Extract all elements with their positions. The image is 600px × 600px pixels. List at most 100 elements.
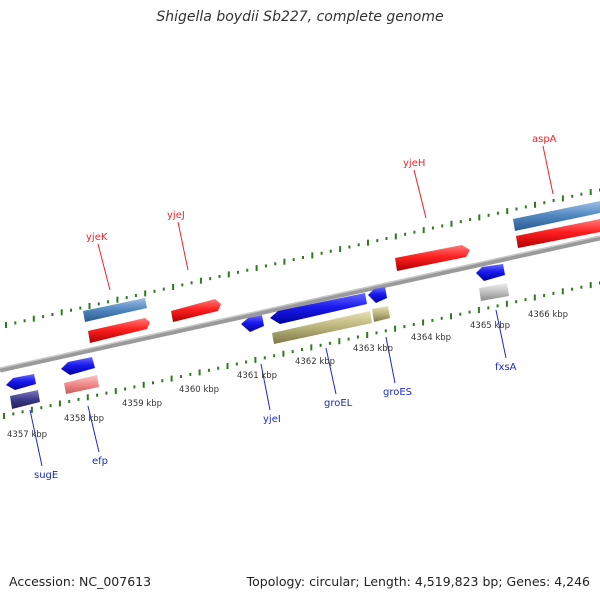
major-tick-mark xyxy=(506,208,509,215)
efp-gene-feature xyxy=(64,375,99,394)
minor-tick-mark xyxy=(329,249,332,253)
major-tick-mark xyxy=(226,363,229,370)
minor-tick-mark xyxy=(403,325,406,329)
lower-tick-track xyxy=(3,281,600,419)
minor-tick-mark xyxy=(77,397,80,401)
minor-tick-mark xyxy=(292,258,295,262)
minor-tick-mark xyxy=(571,287,574,291)
gene-label-groEL: groEL xyxy=(324,398,353,409)
forward-features xyxy=(83,201,600,343)
minor-tick-mark xyxy=(217,366,220,370)
gene-label-yjeJ: yjeJ xyxy=(167,210,185,221)
minor-tick-mark xyxy=(385,237,388,240)
yjeI-leader xyxy=(260,363,271,411)
tick-label-4361: 4361 kbp xyxy=(237,371,277,381)
minor-tick-mark xyxy=(375,331,378,335)
minor-tick-mark xyxy=(134,294,137,297)
minor-tick-mark xyxy=(161,379,164,383)
groEL-cds-feature xyxy=(270,293,367,324)
minor-tick-mark xyxy=(245,360,248,364)
minor-tick-mark xyxy=(552,291,555,295)
tick-label-4357: 4357 kbp xyxy=(7,430,47,440)
major-tick-mark xyxy=(367,239,369,246)
major-tick-mark xyxy=(142,381,145,388)
major-tick-mark xyxy=(450,220,453,227)
gene-label-yjeI: yjeI xyxy=(263,414,281,425)
yjeK-leader xyxy=(97,243,111,291)
minor-tick-mark xyxy=(152,381,154,385)
aspA-gene-feature xyxy=(513,201,600,231)
major-tick-mark xyxy=(450,313,452,320)
major-tick-mark xyxy=(5,322,7,328)
major-tick-mark xyxy=(282,350,285,357)
major-tick-mark xyxy=(199,277,202,284)
minor-tick-mark xyxy=(274,262,277,266)
minor-tick-mark xyxy=(153,289,156,293)
major-tick-mark xyxy=(561,288,564,295)
minor-tick-mark xyxy=(468,310,471,314)
tick-label-4364: 4364 kbp xyxy=(411,333,451,343)
major-tick-mark xyxy=(144,290,147,297)
major-tick-mark xyxy=(311,252,314,259)
minor-tick-mark xyxy=(273,354,276,358)
minor-tick-mark xyxy=(189,372,192,376)
minor-tick-mark xyxy=(237,270,239,274)
major-tick-mark xyxy=(254,356,257,363)
gene-label-fxsA: fxsA xyxy=(495,362,517,373)
yjeH-leader xyxy=(413,169,427,219)
minor-tick-mark xyxy=(124,387,127,391)
gene-label-groES: groES xyxy=(383,387,412,398)
minor-tick-mark xyxy=(441,224,444,228)
minor-tick-mark xyxy=(179,375,182,378)
yjeI-cds-feature xyxy=(241,315,264,332)
map-title: Shigella boydii Sb227, complete genome xyxy=(156,9,444,25)
sugE-cds-feature xyxy=(6,374,36,390)
major-tick-mark xyxy=(30,406,33,413)
fxsA-cds-feature xyxy=(476,264,505,281)
minor-tick-mark xyxy=(97,302,100,306)
genome-backbone xyxy=(0,235,600,373)
minor-tick-mark xyxy=(376,239,379,243)
minor-tick-mark xyxy=(291,350,294,354)
minor-tick-mark xyxy=(181,283,184,287)
major-tick-mark xyxy=(338,338,341,345)
major-tick-mark xyxy=(3,413,5,419)
minor-tick-mark xyxy=(302,256,304,259)
genome-summary-text: Topology: circular; Length: 4,519,823 bp… xyxy=(246,574,590,589)
minor-tick-mark xyxy=(412,323,415,327)
major-tick-mark xyxy=(32,315,35,322)
tick-label-4362: 4362 kbp xyxy=(295,357,335,367)
minor-tick-mark xyxy=(264,264,267,268)
minor-tick-mark xyxy=(246,268,249,272)
major-tick-mark xyxy=(394,325,397,332)
fxsA-gene-feature xyxy=(479,283,509,301)
yjeJ-cds-feature xyxy=(171,299,221,322)
minor-tick-mark xyxy=(496,211,499,215)
major-tick-mark xyxy=(198,369,201,376)
groES-leader xyxy=(385,336,396,384)
minor-tick-mark xyxy=(431,226,434,230)
major-tick-mark xyxy=(310,344,313,351)
minor-tick-mark xyxy=(96,393,99,397)
yjeK-cds-feature xyxy=(88,318,150,343)
major-tick-mark xyxy=(114,388,117,395)
minor-tick-mark xyxy=(14,321,17,325)
major-tick-mark xyxy=(116,296,119,303)
major-tick-mark xyxy=(366,332,369,338)
gene-label-sugE: sugE xyxy=(34,470,58,481)
minor-tick-mark xyxy=(580,192,583,196)
groEL-gene-feature xyxy=(272,311,372,344)
minor-tick-mark xyxy=(70,308,72,312)
yjeJ-leader xyxy=(177,221,189,271)
minor-tick-mark xyxy=(571,194,574,198)
minor-tick-mark xyxy=(440,316,443,320)
minor-tick-mark xyxy=(384,329,387,333)
minor-tick-mark xyxy=(404,232,407,236)
minor-tick-mark xyxy=(49,404,52,408)
minor-tick-mark xyxy=(487,213,490,217)
major-tick-mark xyxy=(422,227,425,234)
minor-tick-mark xyxy=(209,277,212,281)
minor-tick-mark xyxy=(348,245,351,249)
minor-tick-mark xyxy=(12,412,15,416)
tick-label-4366: 4366 kbp xyxy=(528,310,568,320)
